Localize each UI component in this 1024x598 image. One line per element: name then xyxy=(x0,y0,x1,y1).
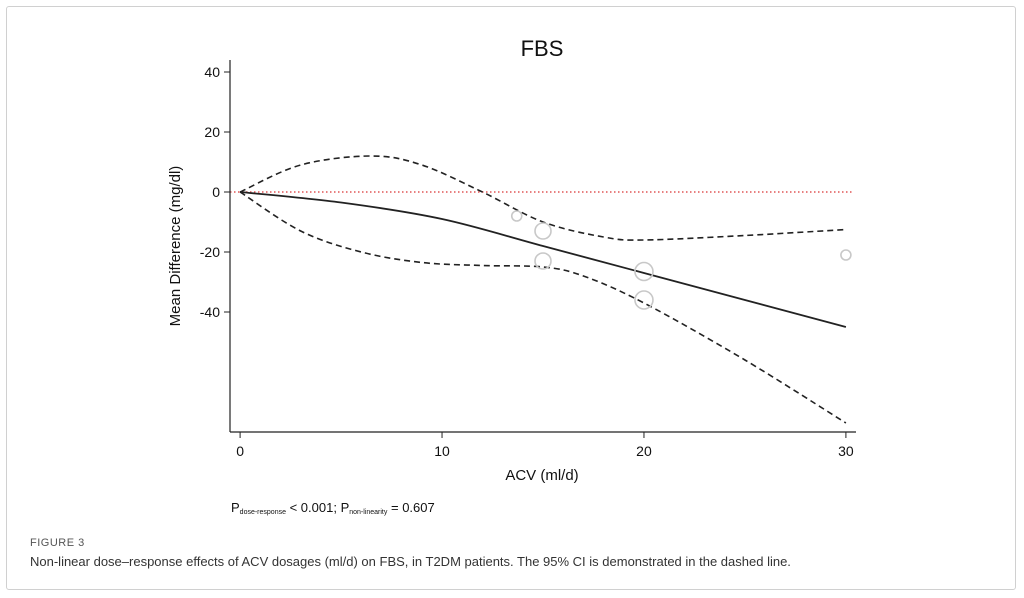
nonlinearity-subscript: non-linearity xyxy=(349,509,388,516)
y-tick-label: 40 xyxy=(204,64,220,80)
y-axis-label: Mean Difference (mg/dl) xyxy=(167,166,184,327)
study-point xyxy=(840,249,852,261)
study-point xyxy=(634,261,654,282)
dose-response-subscript: dose-response xyxy=(239,509,286,516)
study-point xyxy=(534,222,552,240)
y-tick-label: 0 xyxy=(212,184,220,200)
study-point xyxy=(510,210,523,222)
y-tick-label: 20 xyxy=(204,124,220,140)
upper-ci-line xyxy=(239,155,846,241)
x-tick-label: 30 xyxy=(838,443,854,459)
nonlinearity-value: = 0.607 xyxy=(387,500,435,515)
study-point xyxy=(534,252,552,270)
estimate-line xyxy=(240,191,847,328)
x-tick-label: 20 xyxy=(636,443,652,459)
x-tick-label: 10 xyxy=(434,443,450,459)
figure-caption: Non-linear dose–response effects of ACV … xyxy=(30,554,791,569)
x-tick-label: 0 xyxy=(236,443,244,459)
dose-response-value: < 0.001; xyxy=(285,500,341,515)
p-symbol: P xyxy=(340,500,350,515)
p-symbol: P xyxy=(231,500,240,515)
chart-title: FBS xyxy=(521,36,564,61)
y-tick-label: -20 xyxy=(200,244,220,260)
lower-ci-line xyxy=(239,191,847,424)
figure-label: FIGURE 3 xyxy=(30,537,85,549)
p-values-annotation: Pdose-response < 0.001; Pnon-linearity =… xyxy=(231,500,435,516)
y-tick-label: -40 xyxy=(200,304,220,320)
figure-frame xyxy=(6,6,1016,590)
study-point xyxy=(634,290,654,310)
x-axis-label: ACV (ml/d) xyxy=(505,467,578,484)
